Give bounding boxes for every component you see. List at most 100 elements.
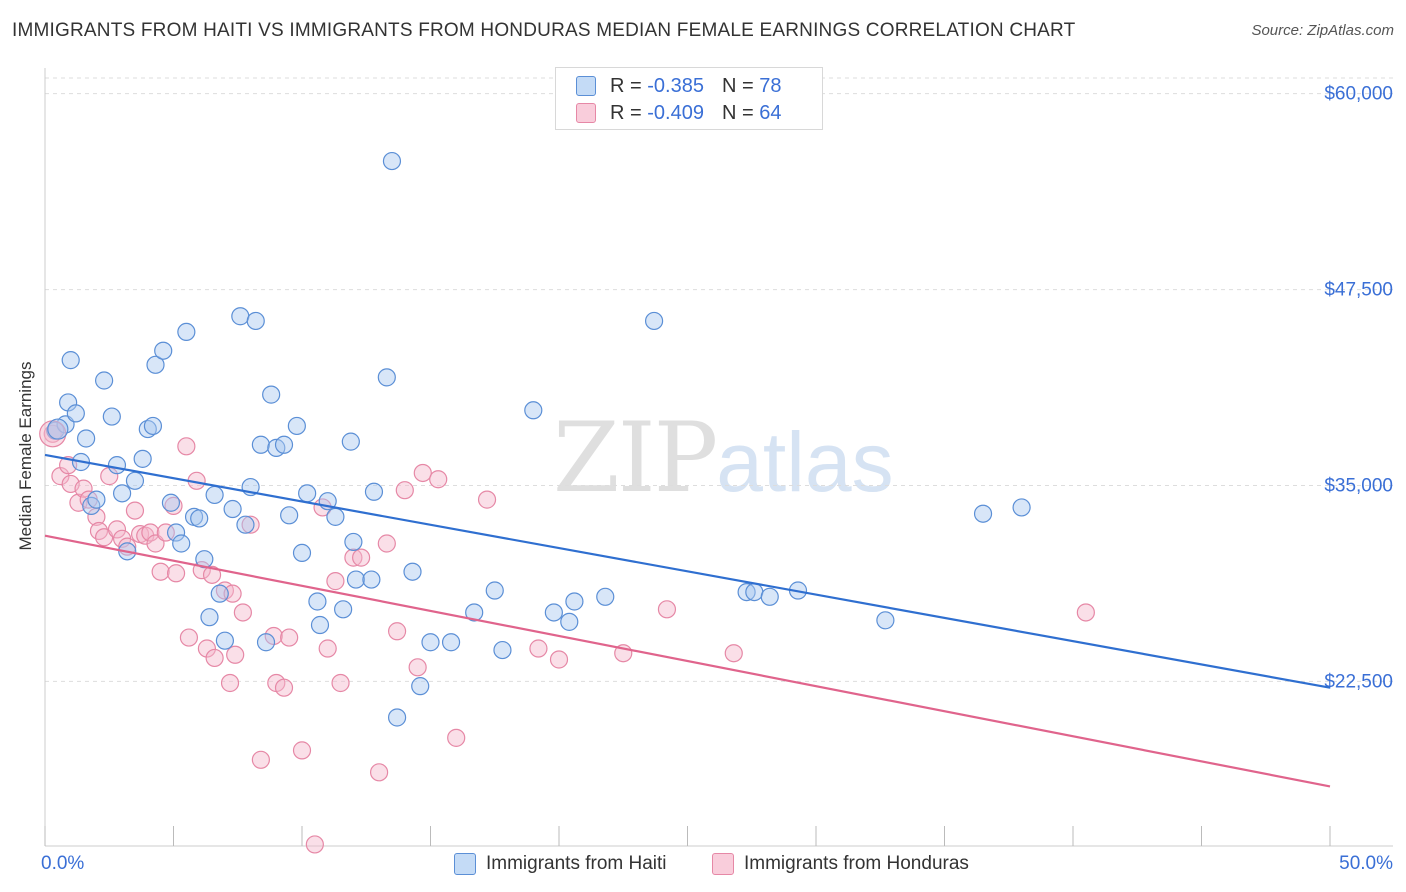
haiti-point: [760, 587, 779, 606]
haiti-point: [246, 311, 265, 331]
haiti-point: [465, 603, 484, 622]
haiti-point: [346, 570, 366, 589]
x-tick-label: 0.0%: [41, 853, 84, 874]
honduras-point: [151, 562, 170, 581]
haiti-point: [745, 582, 764, 602]
honduras-r-label: R =: [610, 101, 642, 124]
haiti-r-value: -0.385: [647, 74, 704, 97]
haiti-point: [205, 485, 224, 505]
honduras-point: [241, 515, 260, 534]
haiti-point: [143, 416, 163, 436]
haiti-point: [166, 523, 186, 542]
haiti-point: [364, 482, 384, 501]
honduras-point: [74, 479, 93, 498]
honduras-point: [205, 648, 224, 668]
haiti-point: [334, 600, 353, 619]
haiti-point: [125, 471, 145, 490]
haiti-point: [565, 592, 584, 611]
honduras-point: [657, 600, 677, 619]
honduras-point: [156, 523, 175, 542]
haiti-point: [223, 499, 242, 519]
haiti-point: [596, 587, 615, 606]
legend-honduras-label: Immigrants from Honduras: [744, 853, 969, 874]
haiti-point: [298, 484, 317, 503]
stats-row-honduras: R = -0.409 N = 64: [576, 101, 781, 125]
honduras-point: [429, 470, 448, 489]
y-tick-label: $35,000: [1324, 476, 1393, 497]
haiti-point: [377, 368, 396, 387]
haiti-point: [560, 612, 579, 631]
haiti-point: [190, 509, 209, 528]
haiti-point: [544, 603, 563, 622]
legend-honduras-swatch: [712, 853, 734, 875]
haiti-point: [77, 429, 96, 448]
honduras-point: [251, 750, 270, 769]
honduras-point: [377, 534, 396, 553]
haiti-point: [66, 404, 85, 423]
stats-box: R = -0.385 N = 78 R = -0.409 N = 64: [555, 67, 823, 130]
honduras-point: [107, 520, 127, 539]
honduras-point: [477, 490, 497, 509]
haiti-point: [493, 640, 512, 660]
haiti-point: [146, 355, 165, 374]
haiti-point: [524, 401, 543, 420]
stats-row-haiti: R = -0.385 N = 78: [576, 74, 781, 98]
honduras-point: [177, 437, 196, 456]
haiti-point: [112, 484, 132, 503]
honduras-point: [274, 678, 294, 697]
haiti-point: [411, 677, 430, 696]
honduras-n-label: N =: [721, 101, 754, 124]
honduras-point: [326, 572, 345, 591]
haiti-point: [362, 570, 381, 589]
honduras-point: [352, 548, 371, 567]
honduras-point: [197, 639, 217, 658]
legend-haiti-swatch: [454, 853, 476, 875]
haiti-point: [274, 435, 294, 454]
haiti-point: [341, 432, 360, 451]
haiti-point: [172, 534, 191, 553]
haiti-point: [644, 311, 664, 331]
y-tick-label: $22,500: [1324, 671, 1393, 692]
honduras-point: [223, 584, 242, 603]
legend-item-haiti: Immigrants from Haiti: [454, 852, 667, 876]
haiti-trend-line: [44, 453, 1331, 689]
honduras-point: [202, 565, 222, 584]
haiti-point: [262, 385, 281, 404]
haiti-point: [251, 435, 270, 454]
haiti-point: [344, 532, 363, 552]
legend-haiti-label: Immigrants from Haiti: [486, 853, 667, 874]
haiti-point: [280, 506, 299, 525]
honduras-r-value: -0.409: [647, 101, 704, 124]
honduras-n-value: 64: [759, 101, 782, 124]
haiti-point: [1012, 498, 1031, 517]
haiti-n-value: 78: [759, 74, 782, 97]
y-axis-label: Median Female Earnings: [16, 361, 35, 551]
honduras-point: [220, 673, 240, 693]
haiti-point: [154, 341, 173, 360]
honduras-point: [233, 603, 252, 622]
haiti-point: [177, 322, 196, 342]
honduras-point: [318, 639, 337, 658]
haiti-swatch: [576, 76, 596, 96]
haiti-point: [876, 611, 895, 630]
haiti-point: [87, 490, 106, 509]
honduras-point: [226, 645, 245, 664]
honduras-point: [141, 523, 160, 542]
honduras-point: [408, 658, 427, 677]
haiti-cluster-point: [47, 418, 69, 440]
honduras-point: [344, 548, 363, 567]
honduras-point: [529, 639, 548, 658]
haiti-point: [973, 504, 993, 523]
haiti-point: [236, 515, 255, 534]
honduras-point: [724, 644, 743, 663]
haiti-point: [308, 592, 327, 611]
honduras-point: [370, 763, 389, 782]
honduras-point: [280, 628, 299, 647]
haiti-point: [61, 351, 80, 370]
honduras-point: [395, 481, 414, 500]
haiti-point: [107, 456, 127, 475]
x-tick-label: 50.0%: [1339, 853, 1393, 874]
honduras-point: [331, 673, 350, 693]
haiti-point: [256, 633, 276, 652]
